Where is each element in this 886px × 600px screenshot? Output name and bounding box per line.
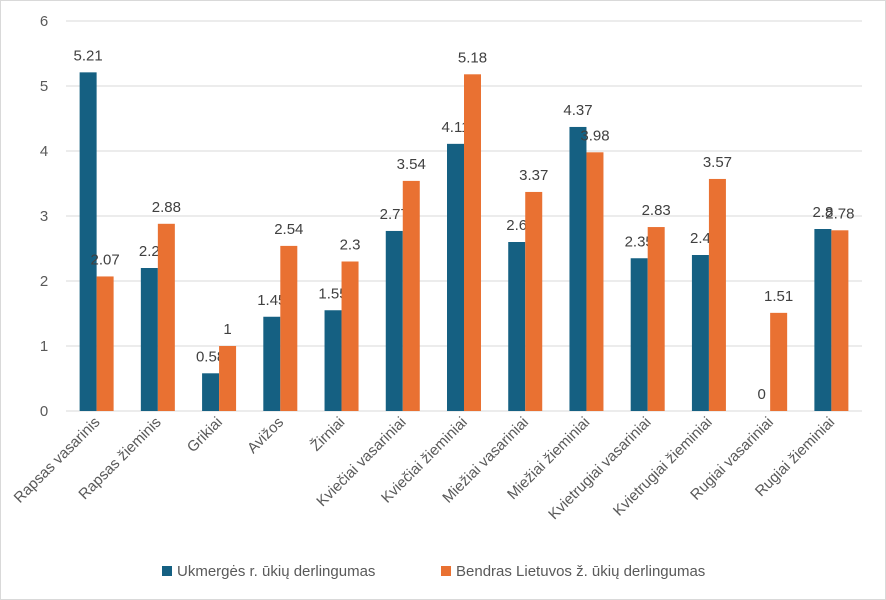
category-label: Avižos [244,414,287,457]
data-label: 2.78 [825,205,854,222]
category-label: Grikiai [184,414,226,456]
data-label: 2.3 [340,237,361,254]
legend-swatch [441,566,451,576]
data-label: 2.2 [139,243,160,260]
bar-ukmerge [508,242,526,411]
bar-ukmerge [79,72,97,411]
data-label: 4.11 [441,119,469,136]
data-label: 2.77 [380,206,409,223]
data-label: 4.37 [563,102,592,119]
data-label: 1.51 [764,288,793,305]
bar-lietuva [280,245,298,411]
bar-ukmerge [385,230,403,411]
bar-ukmerge [447,143,464,411]
data-label: 2.8 [812,204,833,221]
bar-ukmerge [630,258,648,411]
data-label: 1.45 [257,292,286,309]
bar-lietuva [464,74,481,412]
data-label: 2.83 [642,202,671,219]
data-label: 0.58 [196,348,225,365]
data-label: 2.4 [690,230,711,247]
y-tick-label: 2 [40,273,48,290]
bar-ukmerge [569,126,587,411]
data-label: 2.6 [506,217,527,234]
data-label: 3.57 [703,154,732,171]
bar-lietuva [341,261,359,411]
bar-lietuva [708,178,726,411]
y-tick-label: 0 [40,403,48,420]
data-label: 3.37 [519,167,548,184]
bar-lietuva [157,223,175,411]
data-label: 2.35 [625,233,654,250]
y-tick-label: 4 [40,143,48,160]
bar-ukmerge [202,373,220,411]
bar-lietuva [525,191,543,411]
bar-ukmerge [691,255,709,411]
y-tick-label: 5 [40,78,48,95]
bar-lietuva [402,180,420,411]
data-label: 0 [757,386,765,403]
bar-ukmerge [140,268,158,411]
y-tick-label: 1 [40,338,48,355]
bar-lietuva [219,346,237,411]
bar-ukmerge [814,229,832,411]
data-label: 5.21 [74,47,103,64]
legend-label: Bendras Lietuvos ž. ūkių derlingumas [456,563,705,580]
data-label: 2.07 [91,251,120,268]
data-label: 1 [223,321,231,338]
y-tick-label: 6 [40,13,48,30]
data-label: 2.54 [274,221,303,238]
legend-swatch [162,566,172,576]
y-tick-label: 3 [40,208,48,225]
bar-ukmerge [324,310,342,411]
data-label: 1.55 [318,285,347,302]
bar-lietuva [647,227,665,411]
bar-lietuva [96,276,114,411]
data-label: 3.54 [397,156,426,173]
legend-label: Ukmergės r. ūkių derlingumas [177,563,375,580]
bar-lietuva [831,230,849,411]
data-label: 5.18 [458,49,487,66]
bar-lietuva [586,152,604,412]
category-label: Kvietrugiai vasariniai [545,414,654,523]
category-label: Žirniai [307,414,348,455]
data-label: 2.88 [152,199,181,216]
bar-ukmerge [263,316,281,411]
data-label: 3.98 [580,127,609,144]
bar-lietuva [770,312,788,411]
